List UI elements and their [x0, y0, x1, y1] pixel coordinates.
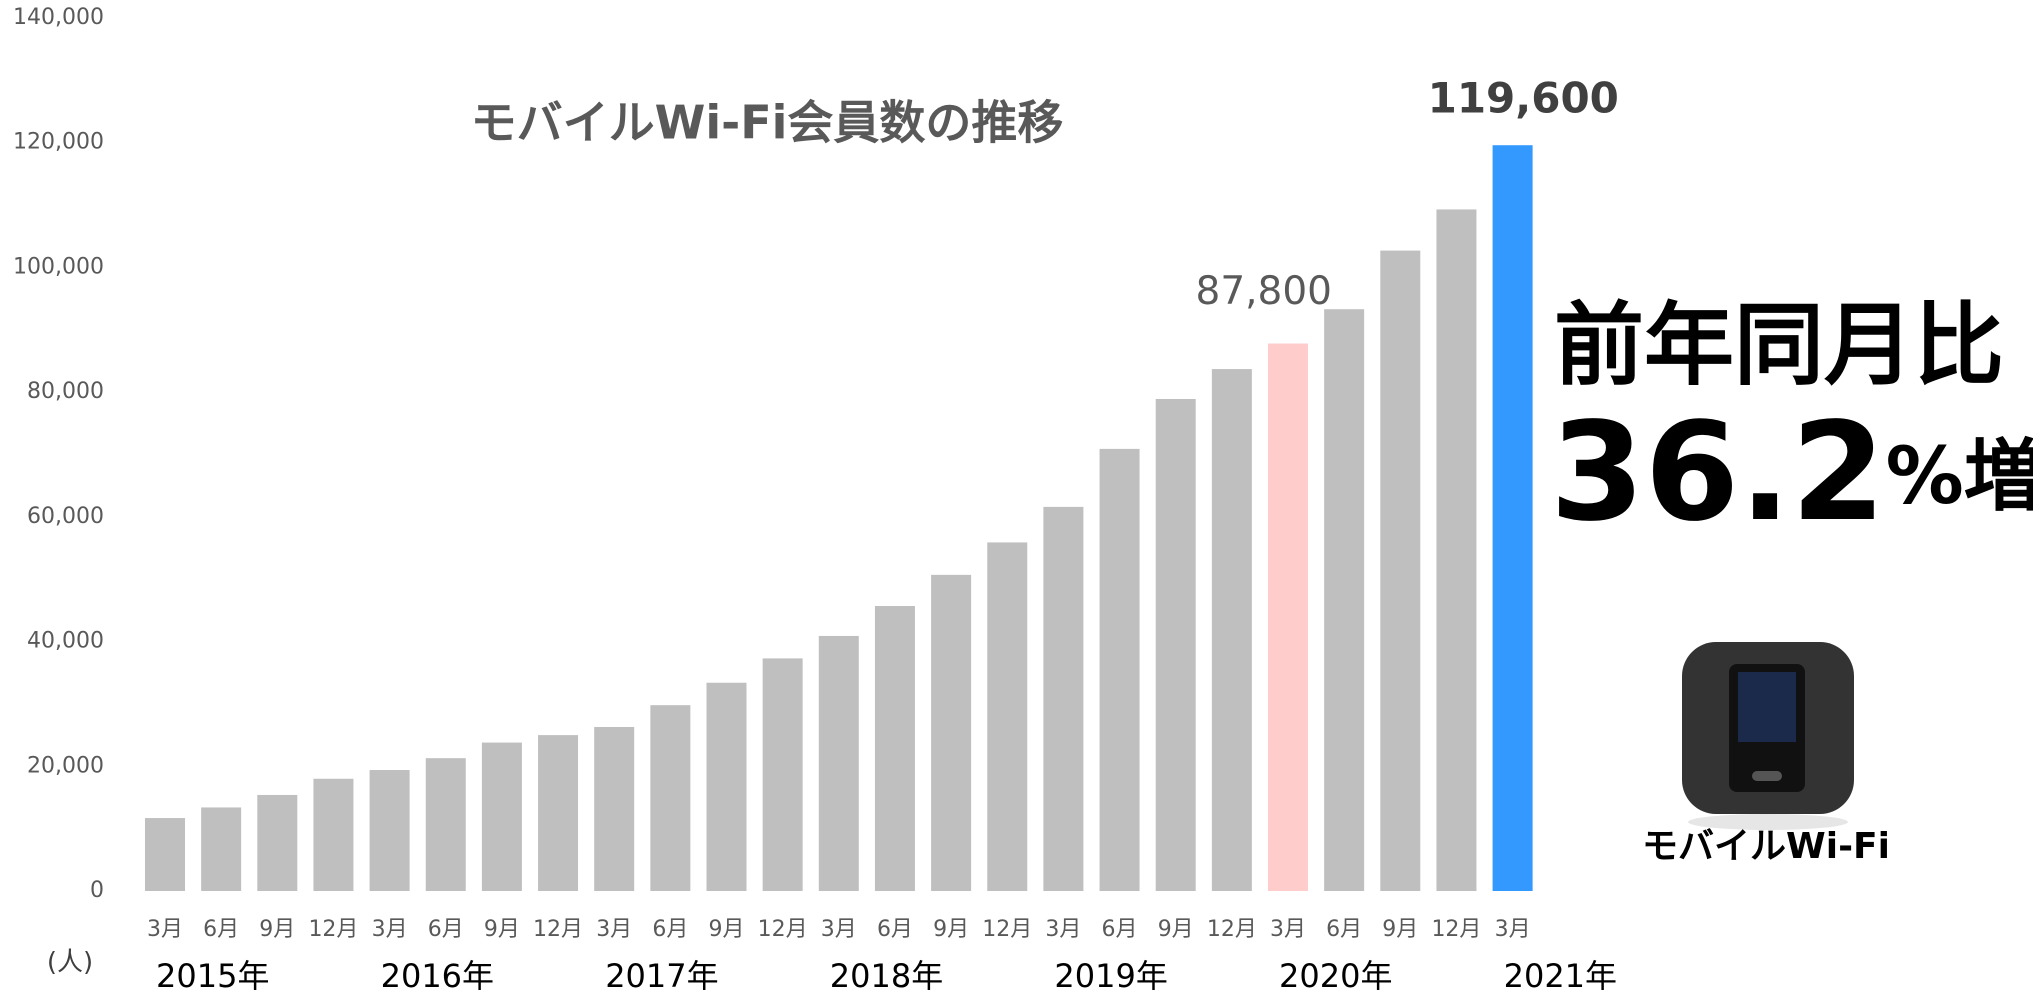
- x-tick-label: 3月: [1045, 917, 1081, 942]
- bar: [145, 818, 185, 891]
- bar: [538, 735, 578, 891]
- x-tick-label: 9月: [259, 917, 295, 942]
- x-tick-label: 6月: [877, 917, 913, 942]
- bar: [1268, 344, 1308, 891]
- bar: [707, 683, 747, 891]
- x-tick-label: 3月: [1270, 917, 1306, 942]
- headline: 前年同月比: [1554, 293, 2004, 398]
- bar: [1212, 369, 1252, 891]
- bar: [875, 606, 915, 891]
- value-label: 119,600: [1428, 74, 1619, 123]
- bar: [650, 705, 690, 891]
- x-tick-label: 6月: [203, 917, 239, 942]
- bar: [426, 758, 466, 891]
- value-label: 87,800: [1196, 269, 1332, 314]
- device-icon: [1682, 642, 1854, 830]
- bar: [1100, 449, 1140, 891]
- x-tick-label: 3月: [372, 917, 408, 942]
- x-tick-label: 9月: [1158, 917, 1194, 942]
- x-tick-label: 12月: [1431, 917, 1481, 942]
- x-tick-label: 9月: [1382, 917, 1418, 942]
- bar: [1436, 209, 1476, 891]
- x-tick-label: 12月: [758, 917, 808, 942]
- y-tick-label: 60,000: [27, 504, 104, 529]
- bar: [763, 658, 803, 891]
- y-tick-label: 40,000: [27, 629, 104, 654]
- unit-label: (人): [47, 948, 93, 978]
- bar: [482, 743, 522, 891]
- bar: [987, 542, 1027, 891]
- device-display: [1738, 672, 1796, 742]
- x-tick-label: 9月: [484, 917, 520, 942]
- x-tick-label: 12月: [533, 917, 583, 942]
- x-tick-label: 3月: [821, 917, 857, 942]
- y-tick-label: 100,000: [13, 254, 104, 279]
- y-tick-label: 0: [90, 878, 104, 903]
- year-label: 2017年: [605, 957, 718, 990]
- y-tick-label: 140,000: [13, 5, 104, 30]
- x-tick-label: 12月: [308, 917, 358, 942]
- x-tick-label: 6月: [1102, 917, 1138, 942]
- x-tick-label: 9月: [933, 917, 969, 942]
- bar: [819, 636, 859, 891]
- bar: [1493, 145, 1533, 891]
- chart: モバイルWi-Fi会員数の推移 (人) 前年同月比 36.2%増 モバイルWi-…: [0, 0, 2033, 990]
- x-tick-label: 3月: [147, 917, 183, 942]
- bar: [257, 795, 297, 891]
- bar: [201, 807, 241, 891]
- y-tick-label: 80,000: [27, 379, 104, 404]
- x-tick-label: 6月: [428, 917, 464, 942]
- y-tick-label: 20,000: [27, 753, 104, 778]
- x-tick-label: 3月: [596, 917, 632, 942]
- year-label: 2016年: [381, 957, 494, 990]
- device-button: [1752, 771, 1782, 781]
- bar: [1156, 399, 1196, 891]
- x-tick-label: 12月: [982, 917, 1032, 942]
- year-label: 2015年: [156, 957, 269, 990]
- x-tick-label: 6月: [1326, 917, 1362, 942]
- x-tick-label: 6月: [652, 917, 688, 942]
- growth-number: 36.2: [1550, 394, 1886, 552]
- x-tick-label: 9月: [709, 917, 745, 942]
- bar: [931, 575, 971, 891]
- x-tick-label: 12月: [1207, 917, 1257, 942]
- year-label: 2018年: [830, 957, 943, 990]
- chart-title: モバイルWi-Fi会員数の推移: [471, 96, 1064, 150]
- product-label: モバイルWi-Fi: [1642, 826, 1890, 867]
- year-label: 2019年: [1054, 957, 1167, 990]
- y-tick-label: 120,000: [13, 130, 104, 155]
- growth-suffix: %増: [1886, 432, 2033, 522]
- bar: [1380, 251, 1420, 891]
- bar: [1324, 309, 1364, 891]
- bar: [370, 770, 410, 891]
- bar: [1043, 507, 1083, 891]
- year-label: 2021年: [1504, 957, 1617, 990]
- x-tick-label: 3月: [1495, 917, 1531, 942]
- growth: 36.2%増: [1550, 394, 2033, 552]
- bar: [594, 727, 634, 891]
- year-label: 2020年: [1279, 957, 1392, 990]
- bar: [313, 779, 353, 891]
